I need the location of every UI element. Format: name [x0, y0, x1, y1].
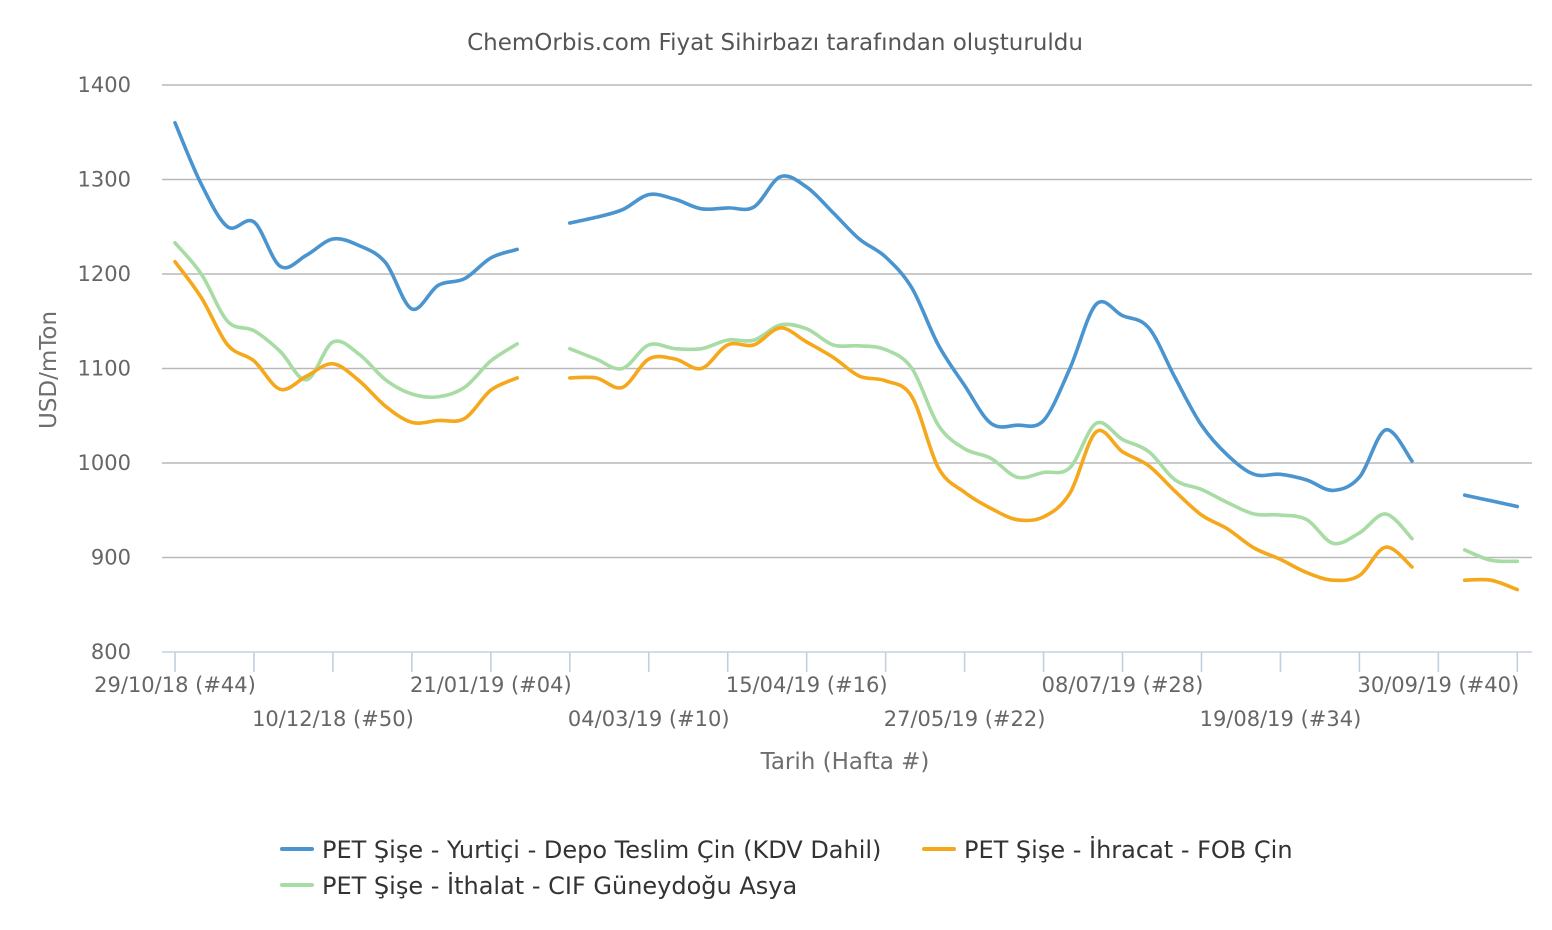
legend-label-1: PET Şişe - Yurtiçi - Depo Teslim Çin (KD…: [322, 836, 881, 864]
series-1-line-segment-3: [1462, 493, 1520, 509]
y-tick-800: 800: [91, 640, 131, 664]
y-gridlines: [162, 84, 1532, 559]
x-tick-label-5: 27/05/19 (#22): [884, 707, 1046, 731]
x-tick-label-2: 21/01/19 (#04): [410, 673, 572, 697]
y-tick-1100: 1100: [78, 357, 131, 381]
x-tick-label-0: 29/10/18 (#44): [94, 673, 256, 697]
series-2-line-segment-1: [173, 259, 519, 425]
x-axis-title: Tarih (Hafta #): [760, 749, 930, 775]
x-tick-label-1: 10/12/18 (#50): [252, 707, 414, 731]
x-tick-labels: 29/10/18 (#44) 10/12/18 (#50) 21/01/19 (#0…: [94, 673, 1519, 731]
series-2-line-segment-3: [1462, 577, 1520, 592]
series-1-line-segment-2: [568, 174, 1414, 493]
x-tick-label-7: 19/08/19 (#34): [1200, 707, 1362, 731]
legend-label-2: PET Şişe - İhracat - FOB Çin: [964, 835, 1293, 864]
series-3-line-segment-2: [568, 322, 1414, 546]
series-2: [173, 259, 1520, 592]
y-tick-labels: 800 900 1000 1100 1200 1300 1400: [78, 73, 131, 664]
y-tick-1300: 1300: [78, 168, 131, 192]
y-tick-1400: 1400: [78, 73, 131, 97]
legend-label-3: PET Şişe - İthalat - CIF Güneydoğu Asya: [322, 871, 797, 900]
x-tick-label-6: 08/07/19 (#28): [1042, 673, 1204, 697]
legend-item-1: PET Şişe - Yurtiçi - Depo Teslim Çin (KD…: [280, 836, 881, 864]
legend: PET Şişe - Yurtiçi - Depo Teslim Çin (KD…: [280, 835, 1293, 900]
x-tick-label-8: 30/09/19 (#40): [1358, 673, 1520, 697]
x-axis: [162, 651, 1532, 672]
plot-area: [173, 121, 1520, 592]
x-tick-label-3: 04/03/19 (#10): [568, 707, 730, 731]
x-tick-label-4: 15/04/19 (#16): [726, 673, 888, 697]
chart-title: ChemOrbis.com Fiyat Sihirbazı tarafından…: [467, 30, 1083, 56]
series-3-line-segment-1: [173, 241, 519, 400]
series-3-line-segment-3: [1462, 548, 1520, 564]
y-axis-title: USD/mTon: [36, 311, 62, 429]
series-3: [173, 241, 1520, 564]
legend-item-2: PET Şişe - İhracat - FOB Çin: [922, 835, 1293, 864]
y-tick-900: 900: [91, 546, 131, 570]
series-1-line-segment-1: [173, 121, 519, 312]
series-1: [173, 121, 1520, 509]
series-2-line-segment-2: [568, 326, 1414, 583]
legend-item-3: PET Şişe - İthalat - CIF Güneydoğu Asya: [280, 871, 797, 900]
y-tick-1000: 1000: [78, 451, 131, 475]
y-tick-1200: 1200: [78, 262, 131, 286]
